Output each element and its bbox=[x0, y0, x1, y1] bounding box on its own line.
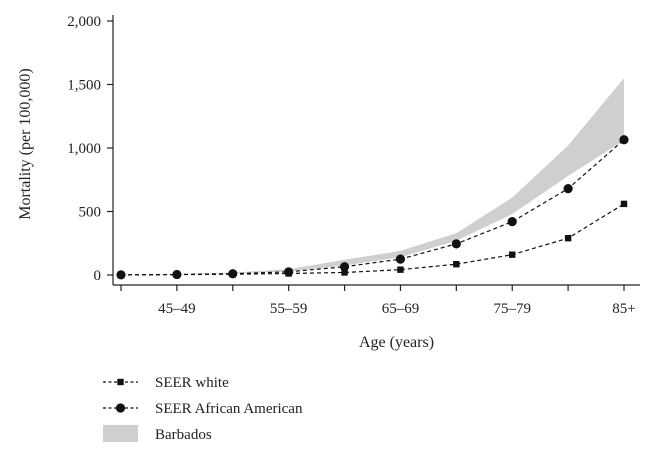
seer-african-american-point bbox=[116, 270, 126, 280]
seer-white-point bbox=[341, 269, 348, 276]
y-tick-label: 1,500 bbox=[67, 78, 101, 94]
y-tick-label: 500 bbox=[79, 205, 102, 221]
seer-white-point bbox=[509, 251, 516, 258]
seer-white-legend-label: SEER white bbox=[155, 375, 229, 391]
x-tick-label: 45–49 bbox=[158, 301, 196, 317]
seer-white-point bbox=[564, 234, 572, 242]
seer-white-point bbox=[453, 261, 460, 268]
seer-african-american-point bbox=[619, 135, 629, 145]
x-axis-title: Age (years) bbox=[359, 334, 434, 351]
barbados-band-layer bbox=[121, 78, 624, 275]
series-line-layer bbox=[116, 135, 629, 280]
seer-african-american-point bbox=[563, 184, 573, 194]
seer-african-american-point bbox=[284, 267, 294, 277]
seer-african-american-legend-label: SEER African American bbox=[155, 401, 303, 417]
barbados-legend-label: Barbados bbox=[155, 427, 212, 443]
seer-african-american-point bbox=[228, 269, 238, 279]
seer-african-american-point bbox=[395, 254, 406, 264]
y-tick-label: 2,000 bbox=[67, 14, 101, 30]
seer-african-american-line bbox=[120, 139, 625, 276]
axes: 0 500 1,000 1,500 2,000 45–49 55–59 65–69 75–79 8… bbox=[17, 14, 640, 351]
x-tick-label: 75–79 bbox=[493, 301, 531, 317]
seer-african-american-point bbox=[172, 269, 182, 280]
seer-african-american-point bbox=[507, 217, 517, 227]
x-tick-label: 85+ bbox=[612, 301, 635, 317]
legend: SEER white SEER African American Barbados bbox=[103, 375, 303, 443]
x-tick-label: 65–69 bbox=[382, 301, 420, 317]
barbados-legend-swatch bbox=[103, 425, 138, 442]
seer-african-american-point bbox=[451, 239, 461, 249]
y-axis-title: Mortality (per 100,000) bbox=[17, 68, 34, 220]
y-tick-label: 0 bbox=[94, 268, 102, 284]
seer-white-legend-marker bbox=[117, 378, 124, 386]
seer-white-point bbox=[620, 200, 628, 208]
seer-african-american-legend-marker bbox=[115, 403, 126, 413]
seer-white-line bbox=[120, 203, 625, 276]
seer-african-american-point bbox=[339, 262, 350, 272]
seer-white-point bbox=[397, 266, 404, 273]
x-tick-label: 55–59 bbox=[270, 301, 308, 317]
barbados-band bbox=[121, 78, 624, 275]
y-tick-label: 1,000 bbox=[67, 141, 101, 157]
